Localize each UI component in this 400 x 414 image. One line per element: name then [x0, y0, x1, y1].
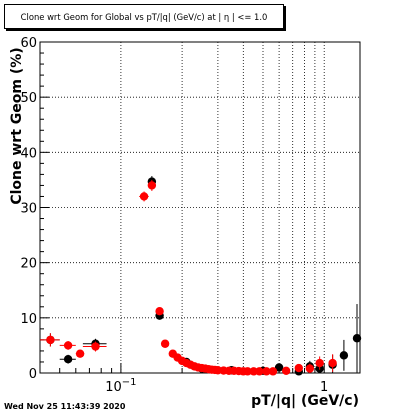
data-marker	[147, 181, 157, 190]
x-axis-label: pT/|q| (GeV/c)	[251, 393, 359, 409]
data-marker	[274, 363, 284, 372]
data-point	[328, 354, 337, 372]
y-tick-label: 30	[20, 202, 37, 217]
y-axis-label: Clone wrt Geom (%)	[9, 47, 25, 204]
data-marker	[328, 358, 337, 368]
data-marker	[268, 367, 278, 376]
data-point	[139, 191, 149, 202]
data-marker	[63, 341, 73, 350]
data-point	[160, 339, 170, 348]
data-point	[155, 307, 164, 316]
data-point	[339, 339, 349, 371]
data-marker	[255, 367, 264, 376]
data-marker	[91, 342, 100, 351]
data-marker	[139, 192, 149, 201]
data-marker	[352, 334, 362, 343]
data-point	[82, 341, 107, 352]
data-point	[294, 363, 304, 373]
data-point	[243, 367, 252, 376]
data-marker	[262, 367, 271, 376]
data-point	[262, 367, 271, 376]
grid-layer	[40, 42, 360, 373]
y-tick-label: 20	[20, 257, 37, 272]
data-point	[59, 341, 76, 350]
data-point	[352, 304, 362, 373]
data-point	[281, 366, 291, 375]
marks-layer	[40, 176, 362, 376]
data-marker	[305, 364, 315, 373]
y-tick-label: 0	[29, 367, 37, 382]
axis-layer: 0 10 20 30 40 50 60 10−1 1	[20, 36, 328, 395]
data-marker	[294, 363, 304, 373]
data-point	[75, 349, 85, 358]
x-tick-label: 10−1	[105, 377, 136, 395]
data-marker	[63, 355, 73, 364]
data-point	[59, 354, 76, 364]
y-tick-label: 40	[20, 146, 37, 161]
y-tick-label: 10	[20, 312, 37, 327]
timestamp-label: Wed Nov 25 11:43:39 2020	[4, 402, 126, 411]
data-marker	[281, 366, 291, 375]
data-marker	[339, 351, 349, 360]
x-tick-label: 1	[320, 380, 328, 395]
data-point	[268, 367, 278, 376]
data-marker	[75, 349, 85, 358]
data-marker	[46, 335, 55, 345]
y-tick-label: 50	[20, 91, 37, 106]
data-marker	[243, 367, 252, 376]
data-point	[274, 363, 284, 372]
data-marker	[315, 358, 324, 368]
data-marker	[160, 339, 170, 348]
chart-title-box: Clone wrt Geom for Global vs pT/|q| (GeV…	[4, 4, 284, 29]
data-point	[147, 179, 157, 191]
data-point	[305, 363, 315, 373]
data-point	[255, 367, 264, 376]
chart-title: Clone wrt Geom for Global vs pT/|q| (GeV…	[20, 11, 268, 22]
data-marker	[155, 307, 164, 316]
data-point	[315, 356, 324, 370]
data-point	[40, 333, 60, 347]
y-tick-label: 60	[20, 36, 37, 51]
